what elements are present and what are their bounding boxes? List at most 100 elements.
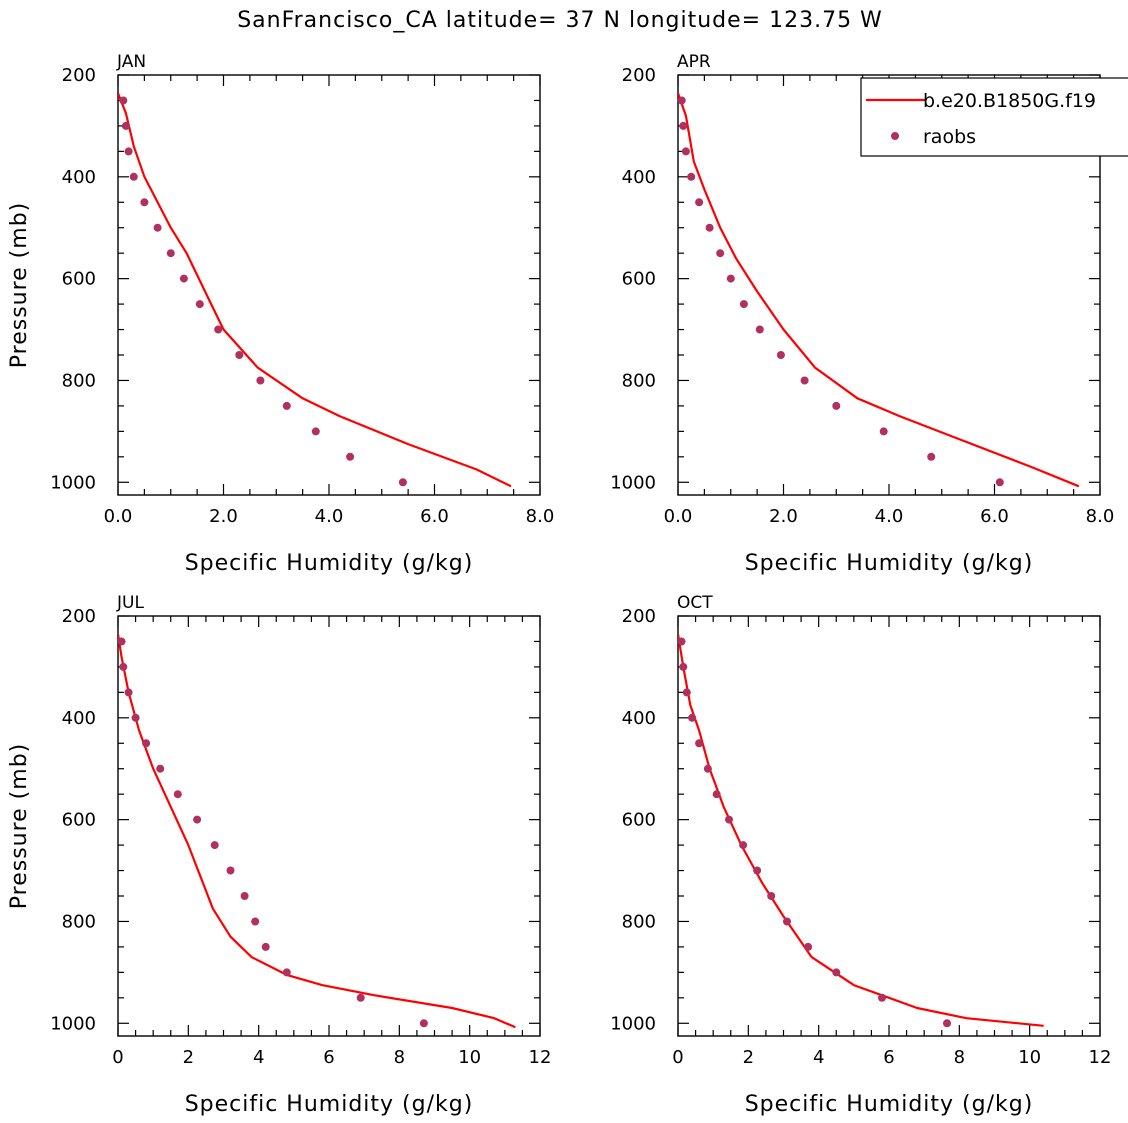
figure-title: SanFrancisco_CA latitude= 37 N longitude… bbox=[237, 8, 883, 33]
raobs-point bbox=[804, 942, 813, 951]
x-tick-label: 0 bbox=[672, 1047, 683, 1068]
x-tick-label: 8 bbox=[954, 1047, 965, 1068]
raobs-point bbox=[878, 993, 886, 1002]
raobs-point bbox=[703, 764, 712, 773]
raobs-point bbox=[739, 841, 748, 850]
x-axis-label: Specific Humidity (g/kg) bbox=[185, 1092, 474, 1117]
panel-label: APR bbox=[677, 52, 711, 72]
raobs-point bbox=[282, 401, 291, 410]
raobs-point bbox=[927, 452, 936, 461]
raobs-point bbox=[800, 376, 809, 385]
raobs-point bbox=[879, 427, 888, 436]
raobs-point bbox=[119, 662, 128, 671]
x-axis-label: Specific Humidity (g/kg) bbox=[185, 551, 474, 576]
panel-oct: 0 2 4 6 8 10 12 200 400 600 800 1000 OCT Specific Hum… bbox=[610, 593, 1111, 1117]
y-tick-label: 600 bbox=[622, 810, 656, 831]
x-tick-label: 2.0 bbox=[769, 506, 798, 527]
y-tick-label: 1000 bbox=[610, 1013, 656, 1034]
x-tick-label: 2.0 bbox=[209, 506, 238, 527]
raobs-point bbox=[695, 739, 704, 748]
series-line-model bbox=[118, 634, 516, 1029]
raobs-point bbox=[346, 452, 355, 461]
raobs-point bbox=[140, 198, 149, 207]
y-tick-label: 200 bbox=[622, 65, 656, 86]
raobs-point bbox=[118, 637, 126, 646]
x-tick-label: 8.0 bbox=[1086, 506, 1115, 527]
x-tick-label: 8.0 bbox=[526, 506, 555, 527]
raobs-point bbox=[240, 892, 249, 900]
x-tick-label: 6 bbox=[883, 1047, 894, 1068]
raobs-point bbox=[419, 1019, 428, 1028]
raobs-point bbox=[716, 249, 725, 258]
raobs-point bbox=[129, 172, 138, 181]
plot-area bbox=[678, 634, 1044, 1028]
y-tick-label: 600 bbox=[62, 810, 96, 831]
raobs-point bbox=[755, 325, 764, 334]
raobs-point bbox=[679, 662, 688, 671]
raobs-point bbox=[832, 968, 841, 977]
raobs-point bbox=[739, 300, 748, 309]
raobs-point bbox=[210, 841, 219, 850]
y-tick-label: 800 bbox=[622, 911, 656, 932]
panel-label: OCT bbox=[677, 593, 713, 613]
legend-box bbox=[860, 77, 1128, 157]
x-tick-label: 2 bbox=[183, 1047, 194, 1068]
legend-entry-model: b.e20.B1850G.f19 bbox=[923, 90, 1096, 112]
raobs-point bbox=[193, 815, 202, 824]
y-tick-label: 400 bbox=[622, 167, 656, 188]
y-tick-label: 200 bbox=[622, 606, 656, 627]
x-tick-label: 10 bbox=[458, 1047, 481, 1068]
raobs-point bbox=[195, 300, 204, 309]
raobs-point bbox=[119, 96, 128, 105]
panel-label: JUL bbox=[116, 593, 144, 613]
raobs-point bbox=[142, 739, 151, 748]
panel-jan: 0.0 2.0 4.0 6.0 8.0 200 400 600 800 1000 JAN Specif… bbox=[7, 52, 554, 576]
raobs-point bbox=[121, 121, 130, 130]
legend-marker-swatch bbox=[891, 132, 899, 140]
x-tick-label: 4.0 bbox=[315, 506, 344, 527]
y-tick-label: 800 bbox=[62, 911, 96, 932]
raobs-point bbox=[261, 942, 270, 951]
raobs-point bbox=[705, 223, 714, 232]
series-line-model bbox=[678, 92, 1080, 488]
raobs-point bbox=[832, 401, 841, 410]
raobs-point bbox=[767, 892, 776, 900]
raobs-point bbox=[753, 866, 762, 875]
raobs-point bbox=[726, 274, 735, 283]
y-axis-label: Pressure (mb) bbox=[7, 743, 32, 910]
plot-area bbox=[678, 92, 1080, 488]
raobs-point bbox=[131, 713, 140, 722]
y-tick-label: 1000 bbox=[610, 472, 656, 493]
raobs-point bbox=[678, 96, 686, 105]
raobs-point bbox=[311, 427, 320, 436]
y-tick-label: 1000 bbox=[50, 1013, 96, 1034]
x-tick-label: 12 bbox=[1089, 1047, 1112, 1068]
y-tick-label: 400 bbox=[62, 708, 96, 729]
x-tick-label: 0.0 bbox=[104, 506, 133, 527]
raobs-point bbox=[695, 198, 704, 207]
x-tick-label: 0.0 bbox=[664, 506, 693, 527]
raobs-point bbox=[995, 478, 1004, 487]
y-tick-label: 800 bbox=[622, 370, 656, 391]
raobs-point bbox=[678, 637, 686, 646]
raobs-point bbox=[943, 1019, 951, 1028]
plot-area bbox=[118, 634, 516, 1029]
series-line-model bbox=[118, 92, 512, 488]
raobs-point bbox=[214, 325, 223, 334]
panel-apr: 0.0 2.0 4.0 6.0 8.0 200 400 600 800 1000 APR Specif… bbox=[610, 52, 1114, 576]
raobs-point bbox=[124, 688, 133, 697]
x-tick-label: 4.0 bbox=[875, 506, 904, 527]
raobs-point bbox=[776, 351, 785, 359]
raobs-point bbox=[156, 764, 165, 773]
raobs-point bbox=[251, 917, 260, 926]
x-tick-label: 6.0 bbox=[420, 506, 449, 527]
x-tick-label: 2 bbox=[743, 1047, 754, 1068]
x-axis-label: Specific Humidity (g/kg) bbox=[745, 1092, 1034, 1117]
panel-label: JAN bbox=[116, 52, 146, 72]
x-tick-label: 0 bbox=[112, 1047, 123, 1068]
x-axis-label: Specific Humidity (g/kg) bbox=[745, 551, 1034, 576]
series-line-model bbox=[678, 634, 1044, 1027]
raobs-point bbox=[679, 121, 688, 130]
x-tick-label: 4 bbox=[253, 1047, 264, 1068]
